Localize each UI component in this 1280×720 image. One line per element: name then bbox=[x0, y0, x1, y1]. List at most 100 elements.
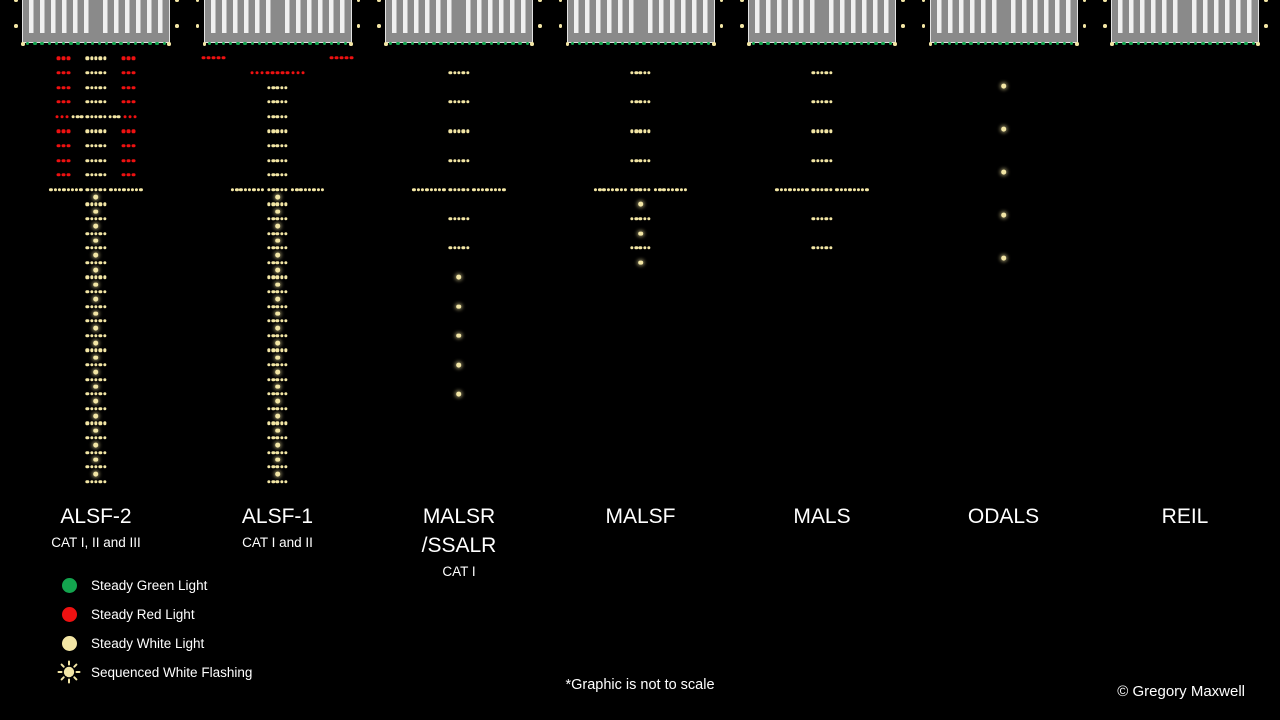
runway-edge-light bbox=[740, 0, 744, 2]
light-dot bbox=[66, 144, 71, 148]
light-dot bbox=[66, 173, 71, 177]
legend-item: Sequenced White Flashing bbox=[56, 660, 252, 684]
light-dot bbox=[275, 348, 280, 352]
light-dot bbox=[280, 217, 284, 221]
sequenced-flasher-light bbox=[93, 282, 99, 287]
piano-key-markings bbox=[392, 0, 452, 33]
flasher-dot bbox=[456, 333, 462, 339]
light-dot bbox=[131, 100, 136, 104]
sequenced-flasher-light bbox=[456, 304, 462, 309]
light-dot bbox=[643, 187, 647, 192]
piano-key-markings bbox=[1010, 0, 1071, 33]
light-dot bbox=[260, 187, 265, 192]
light-dot bbox=[280, 304, 284, 309]
system-title: MALSR /SSALR bbox=[421, 505, 497, 557]
light-dot bbox=[117, 114, 121, 119]
threshold-green-light-dot bbox=[322, 41, 326, 45]
light-dot bbox=[98, 202, 102, 206]
light-dot bbox=[852, 187, 856, 192]
threshold-green-light-dot bbox=[1019, 41, 1024, 45]
threshold-green-light-dot bbox=[570, 41, 574, 45]
light-bar bbox=[630, 246, 651, 250]
light-dot bbox=[85, 377, 90, 382]
sequenced-flasher-light bbox=[275, 296, 281, 302]
light-dot bbox=[638, 217, 643, 221]
light-dot bbox=[98, 144, 102, 148]
sequenced-flasher-light bbox=[456, 333, 462, 339]
light-bar bbox=[85, 217, 107, 221]
light-dot bbox=[61, 144, 66, 148]
light-dot bbox=[284, 144, 288, 148]
light-dot bbox=[643, 71, 647, 75]
light-bar bbox=[121, 100, 136, 104]
light-dot bbox=[230, 187, 235, 192]
threshold-green-light-dot bbox=[221, 41, 226, 45]
light-dot bbox=[647, 158, 651, 163]
flasher-dot bbox=[456, 362, 462, 368]
light-dot bbox=[121, 100, 126, 104]
light-dot bbox=[102, 275, 107, 279]
threshold-green-light-dot bbox=[955, 41, 959, 45]
light-dot bbox=[239, 187, 243, 192]
light-dot bbox=[102, 231, 107, 236]
flasher-dot bbox=[93, 252, 99, 258]
light-dot bbox=[284, 406, 288, 411]
threshold-green-light-dot bbox=[933, 41, 937, 45]
light-dot bbox=[252, 187, 256, 192]
flasher-dot bbox=[456, 274, 462, 280]
light-dot bbox=[94, 406, 98, 411]
light-bar bbox=[448, 187, 470, 192]
light-dot bbox=[267, 304, 271, 309]
light-bar bbox=[265, 71, 290, 75]
threshold-green-light-dot bbox=[852, 41, 857, 45]
light-dot bbox=[280, 202, 284, 206]
light-dot bbox=[824, 158, 828, 163]
light-dot bbox=[102, 260, 107, 265]
runway-edge-light bbox=[719, 24, 724, 28]
light-dot bbox=[98, 348, 102, 352]
light-dot bbox=[126, 144, 131, 148]
threshold-green-light-dot bbox=[787, 41, 792, 45]
sequenced-flasher-light bbox=[275, 384, 281, 390]
light-dot bbox=[630, 100, 634, 104]
light-dot bbox=[85, 173, 90, 177]
light-dot bbox=[56, 56, 61, 60]
light-bar bbox=[448, 217, 470, 221]
light-dot bbox=[131, 144, 136, 148]
light-dot bbox=[275, 319, 280, 323]
light-dot bbox=[280, 377, 284, 382]
light-dot bbox=[647, 187, 651, 192]
light-dot bbox=[267, 421, 271, 425]
runway-end-light bbox=[384, 42, 388, 46]
sequenced-flasher-light bbox=[93, 252, 99, 258]
scale-footnote: *Graphic is not to scale bbox=[565, 677, 715, 693]
light-dot bbox=[56, 158, 61, 163]
legend-item: Steady White Light bbox=[56, 633, 252, 653]
light-dot bbox=[102, 348, 107, 352]
light-dot bbox=[275, 217, 280, 221]
light-dot bbox=[265, 71, 270, 75]
threshold-green-light-dot bbox=[1012, 41, 1016, 45]
light-dot bbox=[820, 217, 824, 221]
light-dot bbox=[811, 246, 816, 250]
light-dot bbox=[85, 304, 90, 309]
light-dot bbox=[90, 246, 94, 250]
light-dot bbox=[271, 114, 275, 119]
light-dot bbox=[85, 129, 90, 133]
light-bar bbox=[85, 202, 107, 206]
light-dot bbox=[816, 246, 820, 250]
light-dot bbox=[630, 246, 634, 250]
light-dot bbox=[85, 421, 90, 425]
threshold-green-light-dot bbox=[859, 41, 864, 45]
light-dot bbox=[280, 71, 285, 75]
light-dot bbox=[90, 217, 94, 221]
runway-edge-light bbox=[1103, 24, 1107, 28]
light-dot bbox=[606, 187, 611, 192]
runway-threshold bbox=[1103, 0, 1268, 46]
light-dot bbox=[94, 421, 98, 425]
light-dot bbox=[60, 114, 64, 119]
threshold-green-light-dot bbox=[1070, 41, 1074, 45]
light-bar bbox=[267, 202, 288, 206]
light-bar bbox=[85, 100, 107, 104]
light-dot bbox=[820, 187, 824, 192]
